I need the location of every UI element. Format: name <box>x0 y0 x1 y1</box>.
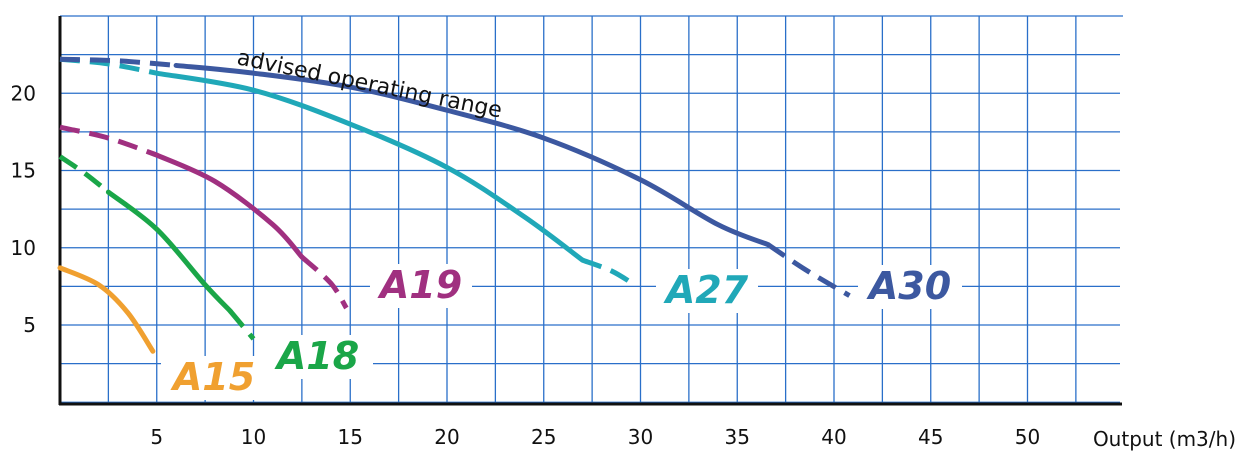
curve-labels: A15 A18 A19 A27 A30 <box>161 263 962 400</box>
axes <box>58 16 1122 406</box>
x-tick-label: 35 <box>725 425 750 449</box>
curve-a19-dashed <box>59 124 158 158</box>
curve-a18-solid <box>105 189 233 314</box>
x-axis-label: Output (m3/h) <box>1093 427 1236 451</box>
curve-label-bg-a27 <box>656 269 758 313</box>
grid <box>60 15 1123 404</box>
curve-a19-solid <box>154 152 305 260</box>
y-tick-label: 20 <box>11 81 36 105</box>
tick-labels: 5 10 15 20 25 30 35 40 45 50 5 10 15 20 <box>11 81 1041 449</box>
curve-a18-dashed <box>58 154 110 195</box>
curve-a15-solid <box>57 265 156 354</box>
y-tick-label: 10 <box>11 236 36 260</box>
curves <box>57 56 851 354</box>
x-tick-label: 5 <box>150 425 163 449</box>
x-tick-label: 20 <box>434 425 459 449</box>
curve-label-a18: A18 <box>274 334 359 378</box>
curve-a27-dashed <box>581 257 637 287</box>
x-tick-label: 15 <box>338 425 363 449</box>
x-tick-label: 30 <box>628 425 653 449</box>
curve-label-bg-a30 <box>858 265 962 309</box>
x-tick-label: 45 <box>918 425 943 449</box>
curve-a19-dashed <box>300 255 349 310</box>
curve-label-a30: A30 <box>866 264 951 308</box>
curve-label-bg-a15 <box>161 356 267 400</box>
curve-label-a15: A15 <box>170 355 255 399</box>
x-tick-label: 50 <box>1015 425 1040 449</box>
curve-label-bg-a19 <box>370 264 472 308</box>
curve-a30-dashed <box>59 56 177 68</box>
x-tick-label: 40 <box>821 425 846 449</box>
curve-a30-solid <box>173 62 771 248</box>
curve-a30-dashed <box>766 242 851 298</box>
curve-a27-solid <box>154 70 585 263</box>
curve-label-a19: A19 <box>377 263 462 307</box>
x-tick-label: 25 <box>531 425 556 449</box>
y-tick-label: 15 <box>11 159 36 183</box>
curve-label-bg-a18 <box>263 335 373 379</box>
x-tick-label: 10 <box>241 425 266 449</box>
y-tick-label: 5 <box>23 313 36 337</box>
curve-label-a27: A27 <box>663 268 749 312</box>
annotation-advised-operating-range: advised operating range <box>235 45 504 123</box>
